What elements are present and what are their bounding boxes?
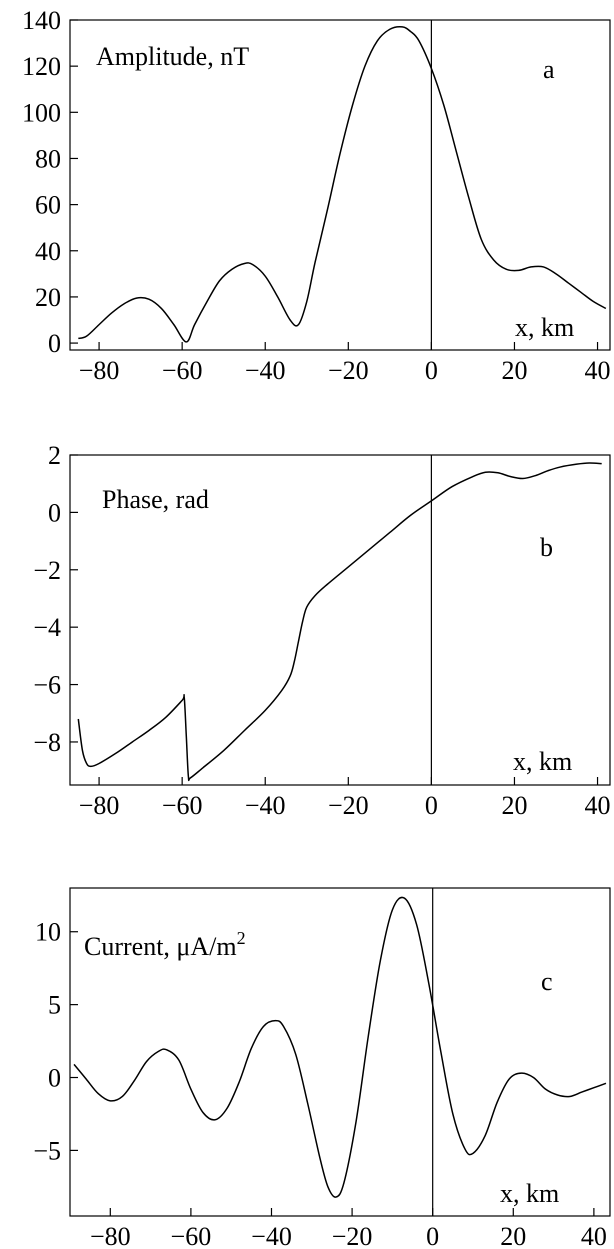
panel-c-x-tick-label: −20 [332, 1222, 373, 1249]
panel-a-y-tick-label: 60 [35, 191, 61, 220]
panel-b-y-tick-label: −2 [33, 556, 61, 585]
panel-c-current: −80 −60 −40 −20 0 20 40 10 5 0 −5 Current, μA/m2 c… [33, 887, 611, 1249]
panel-a-x-tick-label: 20 [501, 356, 527, 385]
panel-a-x-tick-label: 40 [585, 356, 611, 385]
panel-c-x-tick-label: −60 [171, 1222, 212, 1249]
panel-a-x-tick-label: −40 [245, 356, 286, 385]
panel-a-y-tick-label: 20 [35, 283, 61, 312]
panel-b-x-tick-label: 40 [585, 791, 611, 820]
panel-b-frame [69, 454, 611, 786]
panel-a-xlabel: x, km [515, 313, 574, 342]
panel-b-x-tick-label: −20 [328, 791, 369, 820]
panel-c-current-curve [73, 896, 607, 1198]
panel-b-y-tick-label: −8 [33, 728, 61, 757]
panel-c-x-tick-label: 40 [581, 1222, 607, 1249]
panel-c-xlabel: x, km [500, 1179, 559, 1208]
panel-c-y-tick-label: −5 [33, 1136, 61, 1165]
panel-b-x-tick-label: −60 [162, 791, 203, 820]
panel-a-y-tick-label: 40 [35, 237, 61, 266]
panel-c-annotation-text: Current, μA/m [84, 932, 237, 961]
panel-c-y-tick-label: 5 [48, 991, 61, 1020]
panel-a-frame [69, 19, 611, 351]
panel-a-y-tick-label: 0 [48, 329, 61, 358]
panel-a-y-tick-label: 80 [35, 144, 61, 173]
panel-c-frame [69, 887, 611, 1217]
panel-c-x-tick-label: −40 [251, 1222, 292, 1249]
panel-c-annotation-superscript: 2 [237, 928, 246, 948]
panel-c-annotation: Current, μA/m2 [84, 928, 246, 961]
panel-b-label: b [540, 533, 553, 562]
panel-c-label: c [541, 967, 553, 996]
panel-b-x-tick-label: −40 [245, 791, 286, 820]
panel-a-y-tick-label: 140 [22, 6, 61, 35]
panel-b-x-tick-label: 0 [425, 791, 438, 820]
panel-c-x-tick-label: 0 [426, 1222, 439, 1249]
panel-b-xlabel: x, km [513, 747, 572, 776]
panel-c-x-tick-label: −80 [90, 1222, 131, 1249]
panel-a-label: a [543, 55, 555, 84]
panel-a-amplitude: −80 −60 −40 −20 0 20 40 0 20 40 60 80 100 120 140 Ampl… [22, 6, 611, 385]
panel-b-x-tick-label: 20 [501, 791, 527, 820]
panel-b-y-tick-label: 0 [48, 498, 61, 527]
panel-a-x-tick-label: 0 [425, 356, 438, 385]
panel-b-y-tick-label: −4 [33, 613, 61, 642]
panel-a-x-tick-label: −80 [79, 356, 120, 385]
panel-b-phase-curve [77, 462, 602, 782]
panel-b-y-tick-label: −6 [33, 671, 61, 700]
panel-a-ticks: −80 −60 −40 −20 0 20 40 0 20 40 60 80 100 120 140 [22, 6, 611, 385]
panel-a-x-tick-label: −60 [162, 356, 203, 385]
panel-b-x-tick-label: −80 [79, 791, 120, 820]
panel-a-amplitude-curve [78, 26, 607, 343]
panel-a-annotation: Amplitude, nT [96, 42, 249, 71]
panel-b-annotation: Phase, rad [102, 485, 209, 514]
panel-c-x-tick-label: 20 [500, 1222, 526, 1249]
panel-a-x-tick-label: −20 [328, 356, 369, 385]
panel-c-y-tick-label: 10 [35, 918, 61, 947]
panel-c-ticks: −80 −60 −40 −20 0 20 40 10 5 0 −5 [33, 918, 607, 1249]
panel-c-y-tick-label: 0 [48, 1064, 61, 1093]
panel-b-y-tick-label: 2 [48, 441, 61, 470]
panel-a-y-tick-label: 100 [22, 98, 61, 127]
panel-a-y-tick-label: 120 [22, 52, 61, 81]
